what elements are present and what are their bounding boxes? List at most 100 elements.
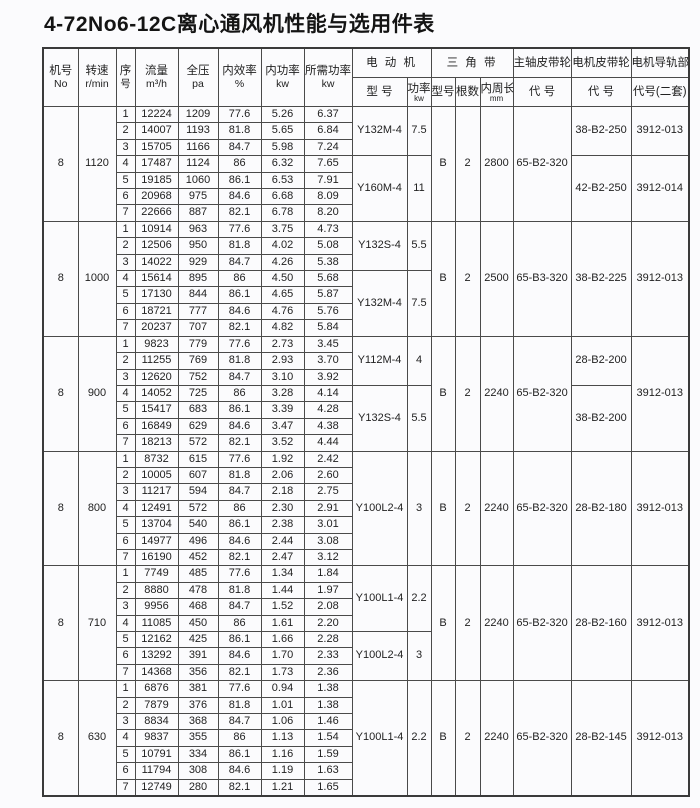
cell-seq: 1 bbox=[115, 220, 136, 239]
header-belt-length-label: 内周长 bbox=[480, 82, 514, 95]
cell-pressure: 496 bbox=[177, 532, 219, 550]
cell-required-power: 2.28 bbox=[303, 630, 353, 649]
cell-belt-length: 2240 bbox=[479, 450, 514, 567]
table-row: 6 20968 975 84.6 6.68 8.09 bbox=[43, 188, 689, 206]
fan-table-body: 8 1120 1 12224 1209 77.6 5.26 6.37 Y132M-4 7.5 B 2 2… bbox=[42, 105, 690, 797]
cell-seq: 6 bbox=[115, 188, 136, 206]
cell-required-power: 2.75 bbox=[303, 483, 353, 501]
cell-required-power: 3.92 bbox=[303, 368, 353, 386]
cell-required-power: 4.44 bbox=[303, 434, 353, 452]
cell-required-power: 5.84 bbox=[303, 319, 353, 337]
cell-efficiency: 86 bbox=[217, 155, 262, 173]
cell-seq: 4 bbox=[115, 729, 136, 747]
cell-required-power: 5.68 bbox=[303, 270, 353, 288]
cell-internal-power: 1.66 bbox=[260, 630, 305, 649]
cell-belt-length: 2240 bbox=[479, 335, 514, 452]
header-belt-count: 根数 bbox=[454, 77, 481, 107]
table-row: 2 10005 607 81.8 2.06 2.60 bbox=[43, 466, 689, 485]
cell-flow: 7879 bbox=[134, 696, 179, 715]
header-fan-no-unit: No bbox=[54, 78, 68, 90]
header-pressure-label: 全压 bbox=[186, 65, 210, 77]
table-row: 4 17487 1124 86 6.32 7.65 Y160M-4 11 42-B2-250 39… bbox=[43, 155, 690, 222]
cell-speed: 1120 bbox=[77, 106, 117, 222]
cell-flow: 12491 bbox=[134, 499, 179, 518]
cell-seq: 5 bbox=[115, 286, 136, 304]
cell-fan-no: 8 bbox=[42, 565, 79, 682]
cell-internal-power: 1.34 bbox=[260, 565, 305, 583]
cell-seq: 4 bbox=[115, 155, 136, 173]
cell-efficiency: 81.8 bbox=[217, 466, 262, 485]
cell-pressure: 725 bbox=[177, 384, 219, 403]
cell-seq: 2 bbox=[115, 581, 136, 600]
cell-efficiency: 84.7 bbox=[217, 368, 262, 386]
cell-efficiency: 84.6 bbox=[217, 188, 262, 206]
cell-internal-power: 6.68 bbox=[260, 188, 305, 206]
cell-required-power: 4.14 bbox=[303, 384, 353, 403]
cell-required-power: 2.60 bbox=[303, 466, 353, 485]
table-row: 5 19185 1060 86.1 6.53 7.91 bbox=[43, 171, 689, 190]
cell-motor-power: 7.5 bbox=[406, 270, 432, 337]
cell-pressure: 895 bbox=[177, 270, 219, 288]
cell-pressure: 769 bbox=[177, 352, 219, 370]
cell-pressure: 1124 bbox=[177, 155, 219, 173]
header-fan-no-label: 机号 bbox=[49, 65, 73, 77]
cell-efficiency: 81.8 bbox=[217, 122, 262, 140]
table-row: 3 14022 929 84.7 4.26 5.38 bbox=[43, 253, 689, 272]
table-row: 3 15705 1166 84.7 5.98 7.24 bbox=[43, 138, 689, 157]
cell-seq: 7 bbox=[115, 434, 136, 452]
cell-flow: 12162 bbox=[134, 630, 179, 649]
cell-motor-model: Y132S-4 bbox=[351, 384, 408, 452]
cell-required-power: 2.33 bbox=[303, 647, 353, 665]
header-motor-power-unit: kw bbox=[414, 93, 424, 103]
table-row: 8 630 1 6876 381 77.6 0.94 1.38 Y100L1-4 2.2 B 2 224… bbox=[42, 680, 690, 797]
cell-seq: 6 bbox=[115, 647, 136, 665]
header-required-power-label: 所需功率 bbox=[305, 65, 351, 77]
cell-seq: 2 bbox=[115, 122, 136, 140]
header-efficiency-unit: % bbox=[234, 78, 245, 90]
table-row: 7 12749 280 82.1 1.21 1.65 bbox=[43, 778, 689, 797]
cell-flow: 17487 bbox=[134, 155, 179, 173]
header-motor-model: 型 号 bbox=[351, 77, 408, 107]
cell-seq: 7 bbox=[115, 548, 136, 567]
cell-speed: 800 bbox=[77, 450, 117, 567]
cell-efficiency: 82.1 bbox=[217, 434, 262, 452]
table-row: 4 9837 355 86 1.13 1.54 bbox=[43, 729, 689, 747]
table-row: 5 13704 540 86.1 2.38 3.01 bbox=[43, 516, 689, 534]
cell-flow: 9823 bbox=[134, 335, 179, 354]
header-pressure: 全压 pa bbox=[177, 47, 219, 107]
cell-belt-model: B bbox=[430, 335, 456, 452]
cell-belt-length: 2240 bbox=[479, 680, 514, 797]
cell-required-power: 5.38 bbox=[303, 253, 353, 272]
header-seq: 序 号 bbox=[115, 47, 136, 107]
page-title: 4-72No6-12C离心通风机性能与选用件表 bbox=[44, 13, 435, 36]
cell-motor-model: Y100L2-4 bbox=[351, 630, 408, 682]
cell-flow: 11217 bbox=[134, 483, 179, 501]
cell-seq: 4 bbox=[115, 384, 136, 403]
cell-internal-power: 2.73 bbox=[260, 335, 305, 354]
cell-required-power: 7.65 bbox=[303, 155, 353, 173]
header-speed-unit: r/min bbox=[85, 78, 109, 90]
cell-seq: 7 bbox=[115, 663, 136, 682]
cell-pressure: 752 bbox=[177, 368, 219, 386]
table-row: 7 14368 356 82.1 1.73 2.36 bbox=[43, 663, 689, 682]
cell-rail-code: 3912-013 bbox=[630, 680, 690, 797]
cell-required-power: 7.91 bbox=[303, 171, 353, 190]
cell-internal-power: 1.61 bbox=[260, 614, 305, 633]
table-row: 5 17130 844 86.1 4.65 5.87 bbox=[43, 286, 689, 304]
header-required-power: 所需功率 kw bbox=[303, 47, 353, 107]
table-row: 5 15417 683 86.1 3.39 4.28 bbox=[43, 401, 689, 419]
cell-flow: 15417 bbox=[134, 401, 179, 419]
cell-pressure: 929 bbox=[177, 253, 219, 272]
cell-belt-count: 2 bbox=[454, 565, 481, 682]
cell-flow: 8834 bbox=[134, 713, 179, 731]
table-row: 8 1120 1 12224 1209 77.6 5.26 6.37 Y132M-4 7.5 B 2 2… bbox=[42, 105, 690, 222]
cell-flow: 15705 bbox=[134, 138, 179, 157]
cell-pressure: 1166 bbox=[177, 138, 219, 157]
cell-required-power: 6.37 bbox=[303, 105, 353, 124]
cell-motor-model: Y100L1-4 bbox=[351, 565, 408, 632]
cell-seq: 3 bbox=[115, 368, 136, 386]
cell-pressure: 779 bbox=[177, 335, 219, 354]
header-required-power-unit: kw bbox=[321, 78, 335, 90]
cell-efficiency: 86.1 bbox=[217, 171, 262, 190]
cell-flow: 18213 bbox=[134, 434, 179, 452]
